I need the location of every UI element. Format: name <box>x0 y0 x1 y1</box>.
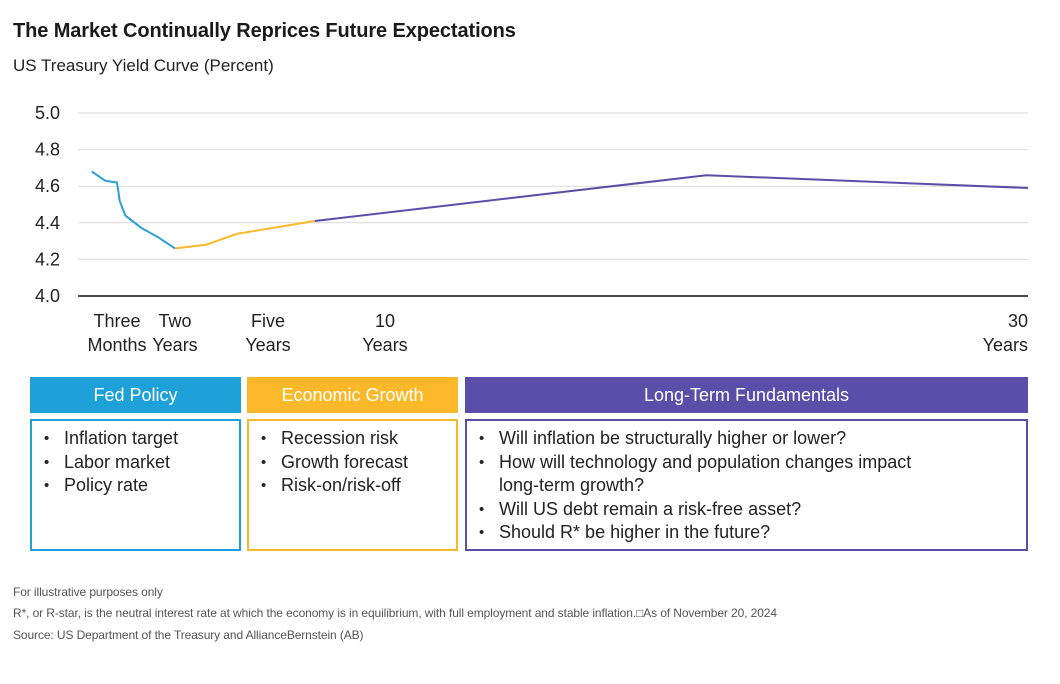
x-tick-label: Years <box>245 335 290 355</box>
y-tick-label: 5.0 <box>35 103 60 123</box>
yield-curve-chart: 5.0 4.8 4.6 4.4 4.2 4.0 Three Months Two Years Fiv… <box>35 103 1029 355</box>
list-item: Labor market <box>42 451 229 475</box>
long-term-fundamentals-header: Long-Term Fundamentals <box>465 377 1028 413</box>
x-tick-label: Two <box>158 311 191 331</box>
list-item: Will inflation be structurally higher or… <box>477 427 917 451</box>
list-item: Will US debt remain a risk-free asset? <box>477 498 917 522</box>
x-tick-label: Months <box>87 335 146 355</box>
list-item: Should R* be higher in the future? <box>477 521 917 545</box>
fed-policy-header: Fed Policy <box>30 377 241 413</box>
economic-growth-box: Recession risk Growth forecast Risk-on/r… <box>247 419 458 551</box>
x-tick-label: Years <box>152 335 197 355</box>
long-term-fundamentals-box: Will inflation be structurally higher or… <box>465 419 1028 551</box>
list-item: Risk-on/risk-off <box>259 474 446 498</box>
y-tick-label: 4.6 <box>35 176 60 196</box>
footnote-rstar: R*, or R-star, is the neutral interest r… <box>13 606 777 620</box>
chart-subtitle: US Treasury Yield Curve (Percent) <box>13 56 274 75</box>
y-tick-label: 4.2 <box>35 249 60 269</box>
list-item: Policy rate <box>42 474 229 498</box>
list-item: Inflation target <box>42 427 229 451</box>
x-tick-label: Three <box>93 311 140 331</box>
chart-title: The Market Continually Reprices Future E… <box>13 20 516 42</box>
list-item: Growth forecast <box>259 451 446 475</box>
list-item: Recession risk <box>259 427 446 451</box>
x-tick-label: 30 <box>1008 311 1028 331</box>
economic-growth-header: Economic Growth <box>247 377 458 413</box>
y-tick-label: 4.4 <box>35 213 60 233</box>
y-tick-label: 4.0 <box>35 286 60 306</box>
x-tick-label: Years <box>362 335 407 355</box>
yield-curve-segment-2 <box>174 220 315 250</box>
y-tick-label: 4.8 <box>35 140 60 160</box>
x-tick-label: Years <box>983 335 1028 355</box>
yield-curve-segment-3 <box>314 174 1029 222</box>
x-tick-label: Five <box>251 311 285 331</box>
fed-policy-box: Inflation target Labor market Policy rat… <box>30 419 241 551</box>
yield-curve-segment-1 <box>91 170 176 250</box>
list-item: How will technology and population chang… <box>477 451 917 498</box>
x-tick-label: 10 <box>375 311 395 331</box>
footnote-illustrative: For illustrative purposes only <box>13 585 163 599</box>
footnote-source: Source: US Department of the Treasury an… <box>13 628 364 642</box>
